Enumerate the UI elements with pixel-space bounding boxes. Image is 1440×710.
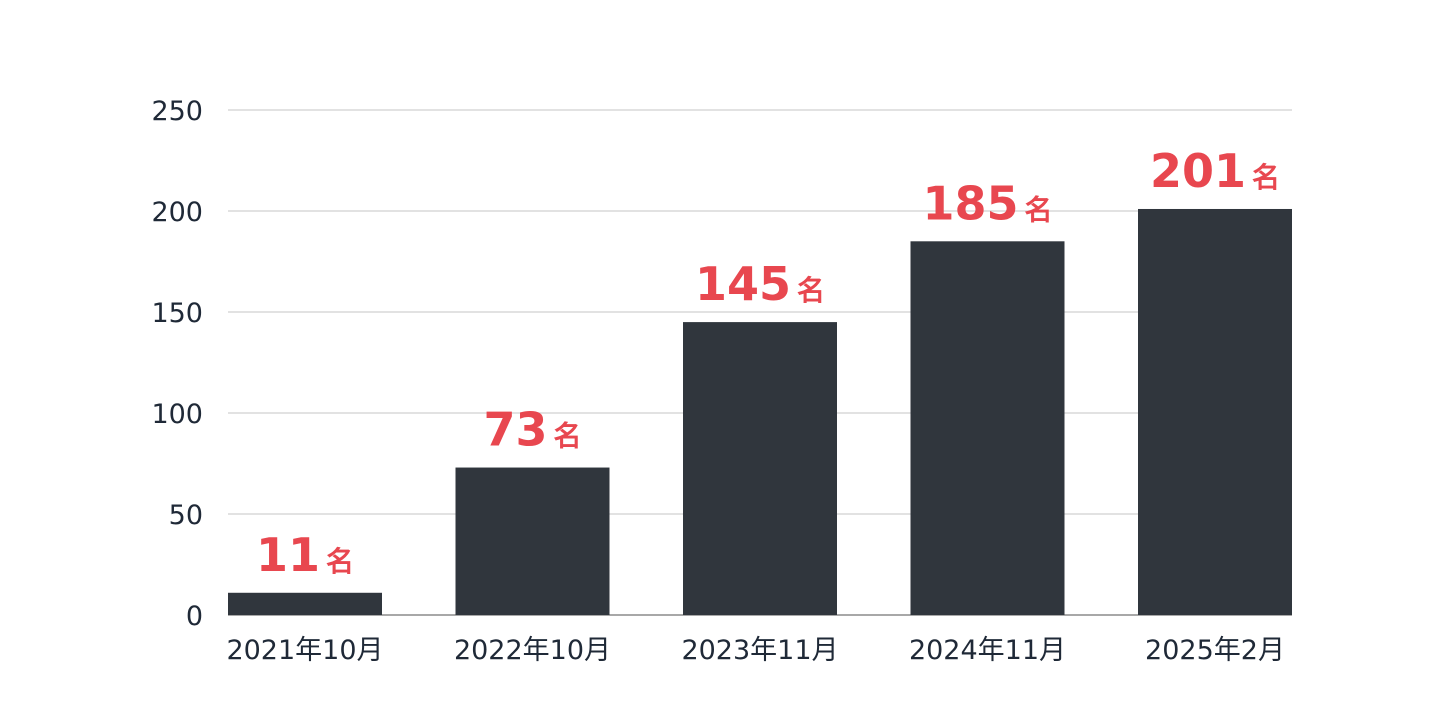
x-tick-label: 2021年10月: [226, 635, 383, 666]
value-label: 11 名: [256, 528, 354, 582]
value-label-number: 145: [695, 257, 791, 311]
value-label-number: 185: [922, 176, 1018, 230]
value-label-unit: 名: [326, 545, 354, 578]
value-label: 73 名: [483, 403, 581, 457]
value-label-unit: 名: [1252, 161, 1280, 194]
bar: [910, 241, 1065, 616]
bar: [1138, 208, 1292, 616]
value-label-number: 11: [256, 528, 320, 582]
value-label-number: 201: [1150, 144, 1246, 198]
value-label: 185 名: [922, 176, 1052, 230]
value-label-unit: 名: [554, 420, 582, 453]
value-label: 145 名: [695, 257, 825, 311]
x-tick-label: 2024年11月: [909, 635, 1066, 666]
y-tick-label: 150: [151, 298, 203, 329]
bars: [228, 208, 1292, 616]
y-tick-label: 200: [151, 197, 203, 228]
y-tick-label: 100: [151, 399, 203, 430]
value-label-unit: 名: [797, 274, 825, 307]
x-tick-label: 2022年10月: [454, 635, 611, 666]
x-axis-ticks: 2021年10月 2022年10月 2023年11月 2024年11月 2025年2月: [226, 635, 1284, 666]
y-tick-label: 0: [186, 601, 203, 632]
y-tick-label: 250: [151, 96, 203, 127]
value-label-number: 73: [483, 403, 547, 457]
x-tick-label: 2025年2月: [1145, 635, 1285, 666]
y-tick-label: 50: [169, 500, 203, 531]
bar: [683, 322, 837, 615]
y-axis-ticks: 0 50 100 150 200 250: [151, 96, 203, 632]
bar: [455, 467, 610, 615]
bar: [228, 592, 382, 615]
x-tick-label: 2023年11月: [681, 635, 838, 666]
value-label-unit: 名: [1025, 193, 1053, 226]
value-label: 201 名: [1150, 144, 1280, 198]
